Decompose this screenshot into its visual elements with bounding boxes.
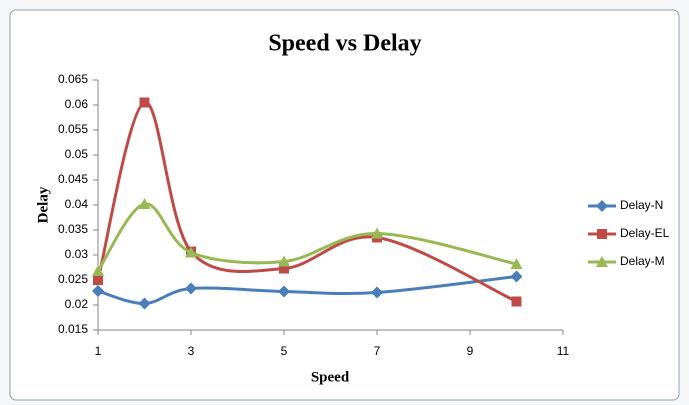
marker <box>371 286 383 299</box>
legend-label: Delay-EL <box>620 226 670 240</box>
marker <box>93 275 103 285</box>
y-tick-label: 0.045 <box>58 172 88 186</box>
marker <box>510 258 523 269</box>
y-tick-label: 0.015 <box>58 322 88 336</box>
y-tick-label: 0.055 <box>58 122 88 136</box>
marker <box>278 255 290 267</box>
legend-marker <box>596 200 608 212</box>
marker <box>138 198 151 209</box>
y-tick-label: 0.035 <box>58 222 88 236</box>
marker <box>278 285 290 298</box>
y-tick-label: 0.025 <box>58 272 88 286</box>
marker <box>185 246 197 258</box>
x-tick-label: 5 <box>281 344 288 358</box>
y-tick-label: 0.05 <box>65 147 89 161</box>
x-tick-label: 9 <box>467 344 474 358</box>
marker <box>279 263 289 274</box>
legend-marker <box>597 229 607 239</box>
y-axis-label: Delay <box>35 186 51 223</box>
marker <box>139 97 150 108</box>
y-tick-label: 0.06 <box>65 97 89 111</box>
marker <box>92 285 104 297</box>
legend-label: Delay-M <box>620 254 665 268</box>
marker <box>138 297 151 310</box>
chart-area <box>9 9 680 401</box>
x-tick-label: 7 <box>374 344 381 358</box>
x-tick-label: 3 <box>188 344 195 358</box>
y-tick-label: 0.04 <box>65 197 89 211</box>
y-tick-label: 0.02 <box>65 297 89 311</box>
marker <box>511 296 522 307</box>
marker <box>510 270 523 283</box>
marker <box>371 227 383 239</box>
chart-title: Speed vs Delay <box>268 31 421 57</box>
y-tick-label: 0.03 <box>65 247 89 261</box>
legend-marker <box>596 256 608 267</box>
x-tick-label: 1 <box>95 344 102 358</box>
marker <box>185 282 197 295</box>
legend-label: Delay-N <box>620 198 663 212</box>
x-axis-label: Speed <box>311 369 350 385</box>
y-tick-label: 0.065 <box>58 72 88 86</box>
marker <box>92 265 104 276</box>
series-line <box>96 101 518 303</box>
x-tick-label: 11 <box>557 344 570 358</box>
